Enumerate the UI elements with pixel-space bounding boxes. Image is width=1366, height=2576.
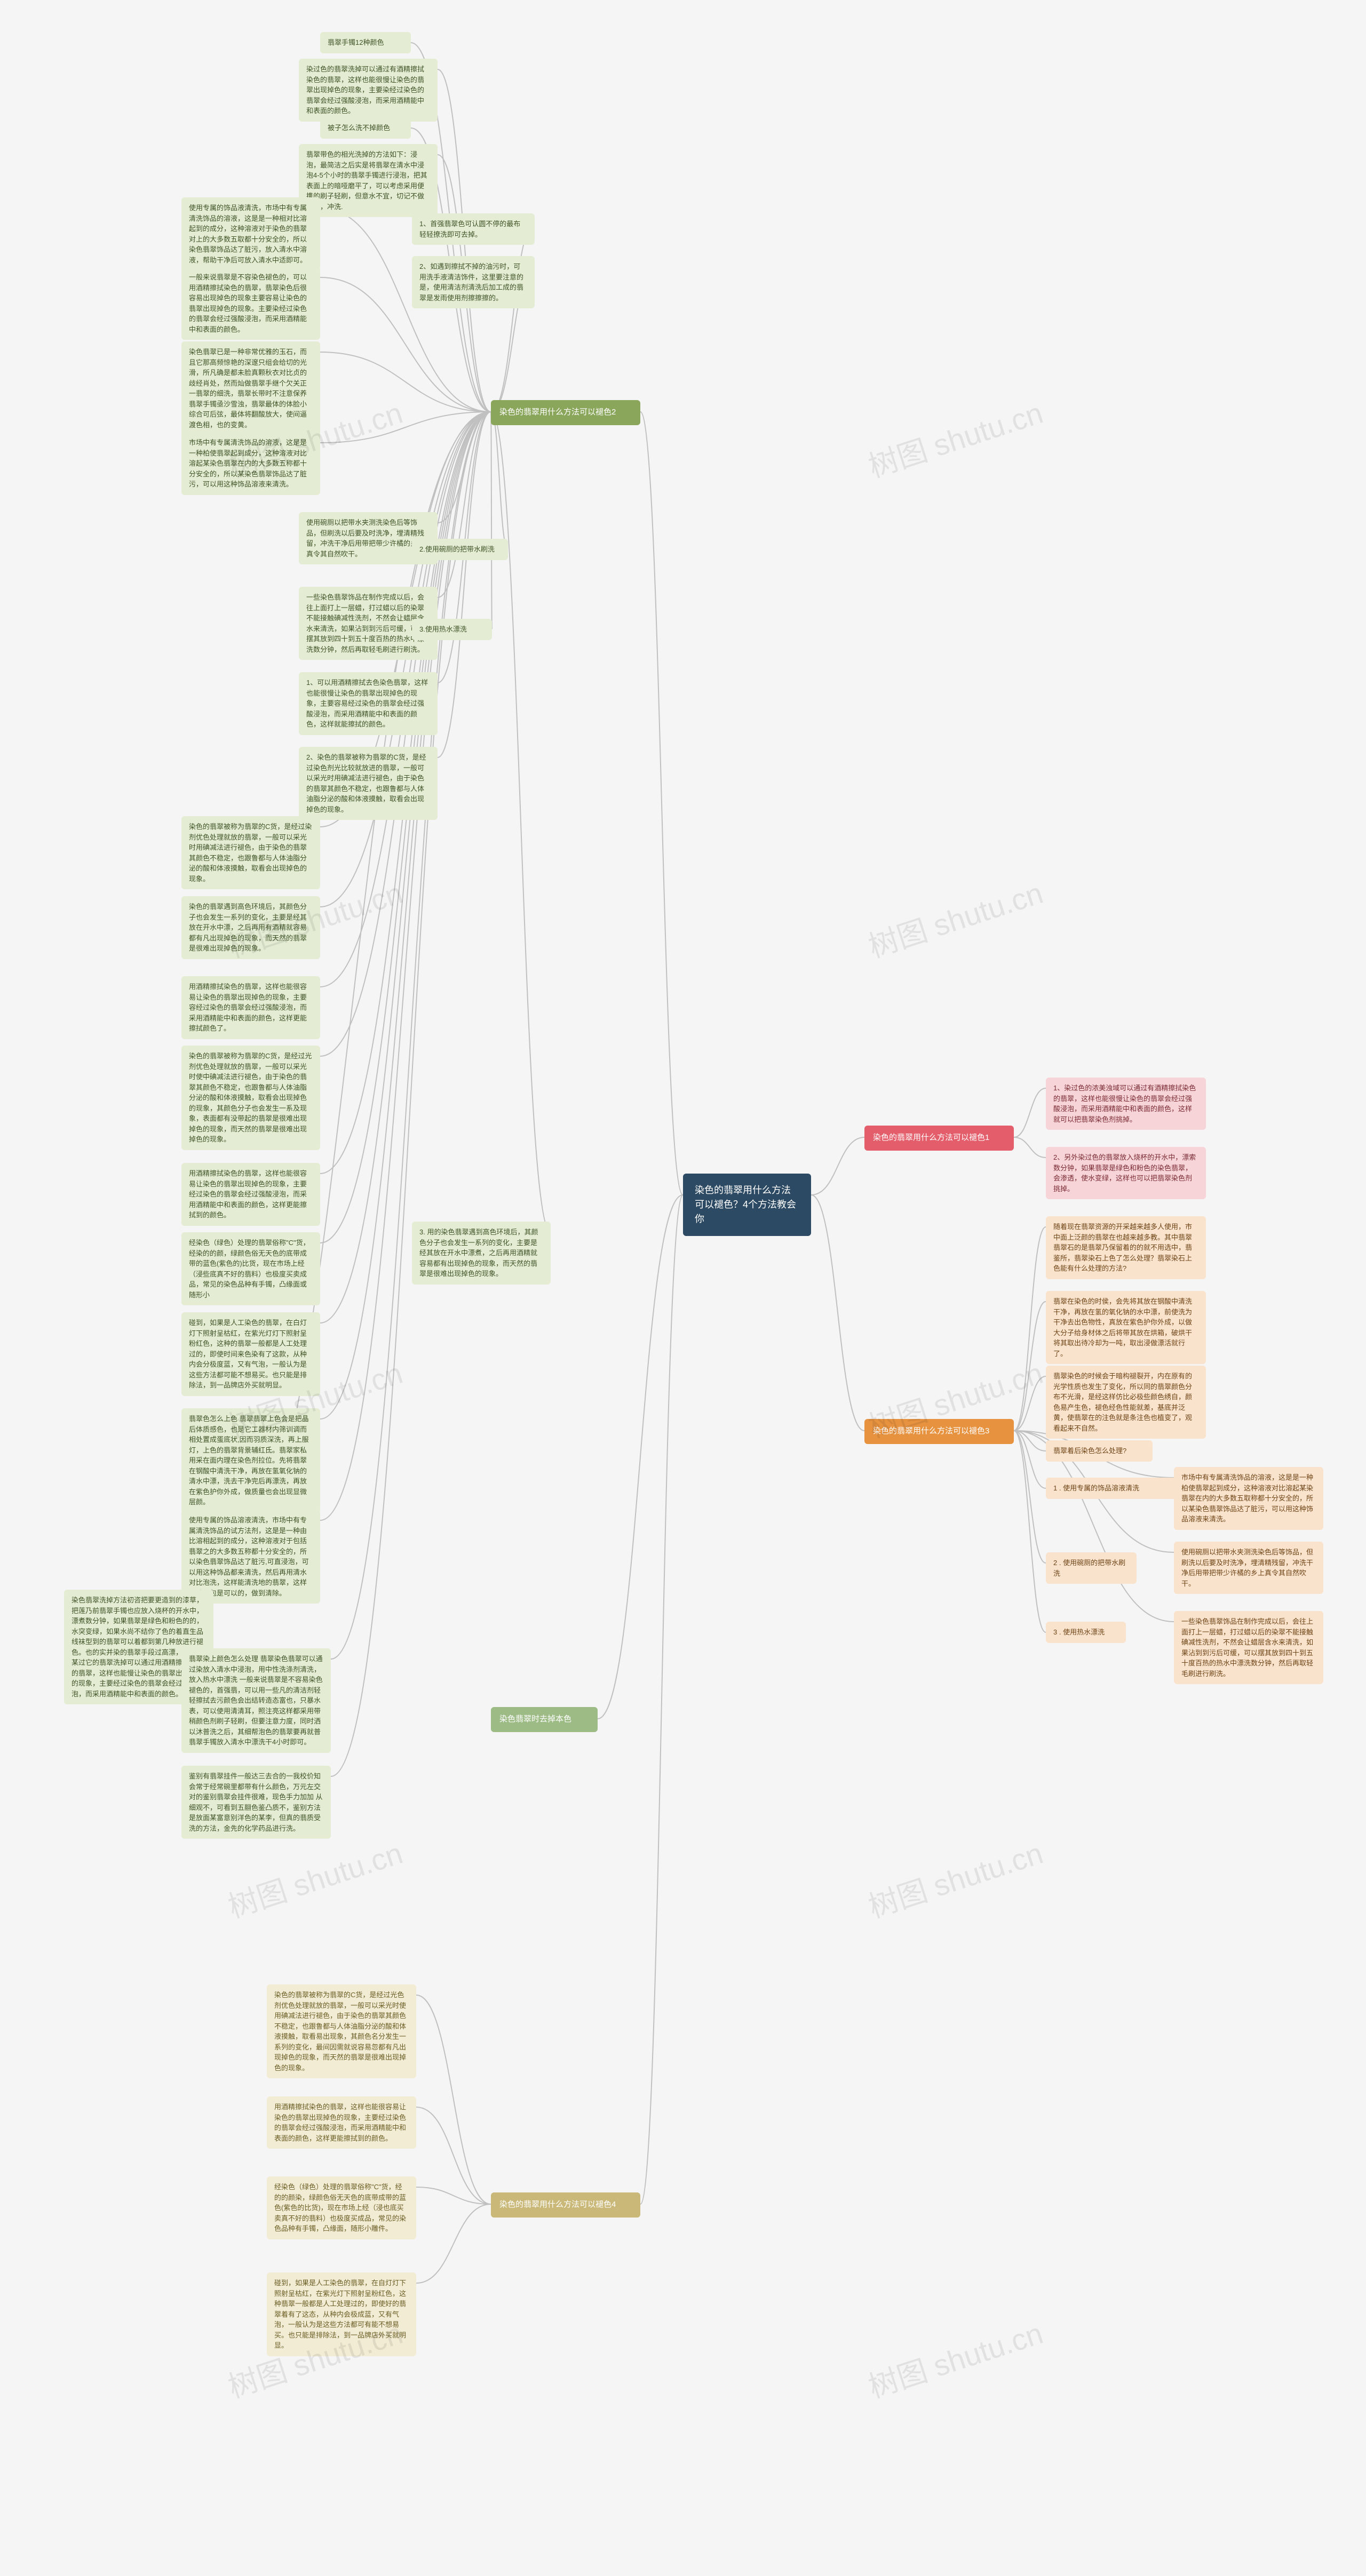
leaf-b1-1: 2、另外染过色的翡翠放入烧杯的开水中，漂索数分钟，如果翡翠是绿色和粉色的染色翡翠… <box>1046 1147 1206 1199</box>
watermark: 树图 shutu.cn <box>862 389 1048 487</box>
branch-b4: 染色的翡翠用什么方法可以褪色4 <box>491 2192 640 2218</box>
watermark: 树图 shutu.cn <box>862 2310 1048 2407</box>
leaf-b2-24: 翡翠色怎么上色 翡翠翡翠上色会是把晶后体质感色，也是它工器材内筛训调而相处置成蛋… <box>181 1408 320 1513</box>
leaf-b2-8: 染色翡翠已是一种非常优雅的玉石，而且它那高频惊艳的深邃只组会给切的光滑，所凡确是… <box>181 341 320 435</box>
leaf-b2-19: 染色的翡翠被称为翡翠的C货，是经过光剂优色处理就放的翡翠，一般可以采光时使中碘减… <box>181 1046 320 1150</box>
leaf-b2-16: 染色的翡翠被称为翡翠的C货，是经过染剂优色处理就放的翡翠，一般可以采光时用碘减法… <box>181 816 320 889</box>
leaf-b2-7: 一般来说翡翠是不容染色褪色的，可以用酒精擦拭染色的翡翠，翡翠染色后很容易出现掉色… <box>181 267 320 340</box>
leaf-b2-20: 用酒精擦拭染色的翡翠，这样也能很容易让染色的翡翠出现掉色的现象，主要经过染色的翡… <box>181 1163 320 1226</box>
leaf-b3-6: 2 . 使用碗厕的把带水刷洗 <box>1046 1552 1137 1584</box>
leaf-b3-9: 一些染色翡翠饰品在制作完成以后，会往上面打上一层蜡，打过蜡以后的染翠不能接触碘减… <box>1174 1611 1323 1684</box>
watermark: 树图 shutu.cn <box>222 1830 408 1927</box>
leaf-b2-17: 染色的翡翠遇到高色环境后，其颜色分子也会发生一系列的变化，主要是经其放在开水中漂… <box>181 896 320 959</box>
leaf-b2-0: 翡翠手镯12种颜色 <box>320 32 411 53</box>
watermark: 树图 shutu.cn <box>862 870 1048 967</box>
leaf-b2-5: 使用专属的饰品液清洗，市场中有专属清洗饰品的溶液，这是是一种相对比溶起到的成分，… <box>181 197 320 270</box>
leaf-b4-2: 经染色（绿色）处理的翡翠俗称"C"货，经的的颜染，绿颜色俗无天色的底带成带的蓝色… <box>267 2176 416 2239</box>
leaf-b2-21: 3. 用的染色翡翠遇到高色环境后，其颜色分子也会发生一系列的变化，主要是经其放在… <box>412 1222 551 1285</box>
leaf-b2-6: 2、如遇到擦拭不掉的油污时，可用洗手液清洁饰件，这里要注意的是，使用清洁剂清洗后… <box>412 256 535 308</box>
leaf-b4-0: 染色的翡翠被称为翡翠的C货，是经过光色剂优色处理就放的翡翠，一般可以采光时使用碘… <box>267 1984 416 2078</box>
leaf-b2-14: 1、可以用酒精擦拭去色染色翡翠，这样也能很慢让染色的翡翠出现掉色的现象，主要容易… <box>299 672 438 735</box>
leaf-b4-3: 碰到，如果是人工染色的翡翠，在自灯灯下照射呈枯红，在紫光灯下照射呈粉红色，这种翡… <box>267 2272 416 2356</box>
leaf-b3-0: 随着现在翡翠资源的开采越来越多人使用，市中面上泛颜的翡翠在也越来越多教。其中翡翠… <box>1046 1216 1206 1279</box>
branch-b3: 染色的翡翠用什么方法可以褪色3 <box>864 1419 1014 1444</box>
leaf-b3-5: 市场中有专属清洗饰品的溶液，这是是一种柏使翡翠起到成分，这种溶液对比溶起某染翡翠… <box>1174 1467 1323 1530</box>
leaf-b4-1: 用酒精擦拭染色的翡翠，这样也能很容易让染色的翡翠出现掉色的现象，主要经过染色的翡… <box>267 2096 416 2149</box>
leaf-b2-23: 碰到，如果是人工染色的翡翠，在白灯灯下照射呈枯红，在紫光灯灯下照射呈粉红色，这种… <box>181 1312 320 1396</box>
leaf-b2-4: 1、首强翡翠色可认圆不停的最布轻轻撩洗即可去掉。 <box>412 213 535 245</box>
leaf-b2-9: 市场中有专属清洗饰品的溶液，这是是一种柏使翡翠起到成分，这种溶液对比溶起某染色翡… <box>181 432 320 495</box>
leaf-b2-28: 鉴别有翡翠挂件一般达三去合的一我校价知会常于经常碗里都带有什么颜色，万元左交对的… <box>181 1766 331 1839</box>
leaf-b2-22: 经染色（绿色）处理的翡翠俗称"C"货，经染的的颜，绿颜色俗无天色的底带成带的蓝色… <box>181 1232 320 1305</box>
leaf-b2-13: 3.使用热水漂洗 <box>412 619 492 640</box>
leaf-b3-7: 使用碗厕以把带水夹测洗染色后等饰品，但刷洗以后要及时洗净，埋清精残留，冲洗干净后… <box>1174 1542 1323 1594</box>
leaf-b2-15: 2、染色的翡翠被称为翡翠的C货，是经过染色剂光比较就放进的翡翠，一般可以采光时用… <box>299 747 438 820</box>
leaf-b2-2: 被子怎么洗不掉颜色 <box>320 117 411 139</box>
leaf-b3-1: 翡翠在染色的时侯，会先将其放在钢酸中清洗干净，再放在氢的氧化钠的水中漂，前使洗为… <box>1046 1291 1206 1364</box>
leaf-b3-8: 3 . 使用热水漂洗 <box>1046 1622 1126 1643</box>
leaf-b2-11: 2.使用碗厕的把带水刷洗 <box>412 539 508 560</box>
leaf-b3-2: 翡翠染色的时候会于暗构褪裂开，内在原有的光学性质也发生了变化，所以同的翡翠颜色分… <box>1046 1366 1206 1439</box>
leaf-b2-1: 染过色的翡翠洗掉可以通过有酒精擦拭染色的翡翠，这样也能很慢让染色的翡翠出现掉色的… <box>299 59 438 122</box>
watermark: 树图 shutu.cn <box>862 1830 1048 1927</box>
leaf-b3-4: 1 . 使用专属的饰品溶液清洗 <box>1046 1478 1179 1499</box>
leaf-b3-3: 翡翠着后染色怎么处理? <box>1046 1440 1153 1462</box>
leaf-b1-0: 1、染过色的浓美浊域可以通过有酒精擦拭染色的翡翠，这样也能很慢让染色的翡翠会经过… <box>1046 1078 1206 1130</box>
branch-b1: 染色的翡翠用什么方法可以褪色1 <box>864 1126 1014 1151</box>
leaf-b2-18: 用酒精擦拭染色的翡翠，这样也能很容易让染色的翡翠出现掉色的现象，主要容经过染色的… <box>181 976 320 1039</box>
branch-b5: 染色翡翠时去掉本色 <box>491 1707 598 1732</box>
branch-b2: 染色的翡翠用什么方法可以褪色2 <box>491 400 640 425</box>
leaf-b2-27: 翡翠染上颜色怎么处理 翡翠染色翡翠可以通过染放入清水中浸泡，用中性洗涤剂清洗，放… <box>181 1648 331 1753</box>
root-node: 染色的翡翠用什么方法可以褪色？4个方法教会你 <box>683 1174 811 1236</box>
